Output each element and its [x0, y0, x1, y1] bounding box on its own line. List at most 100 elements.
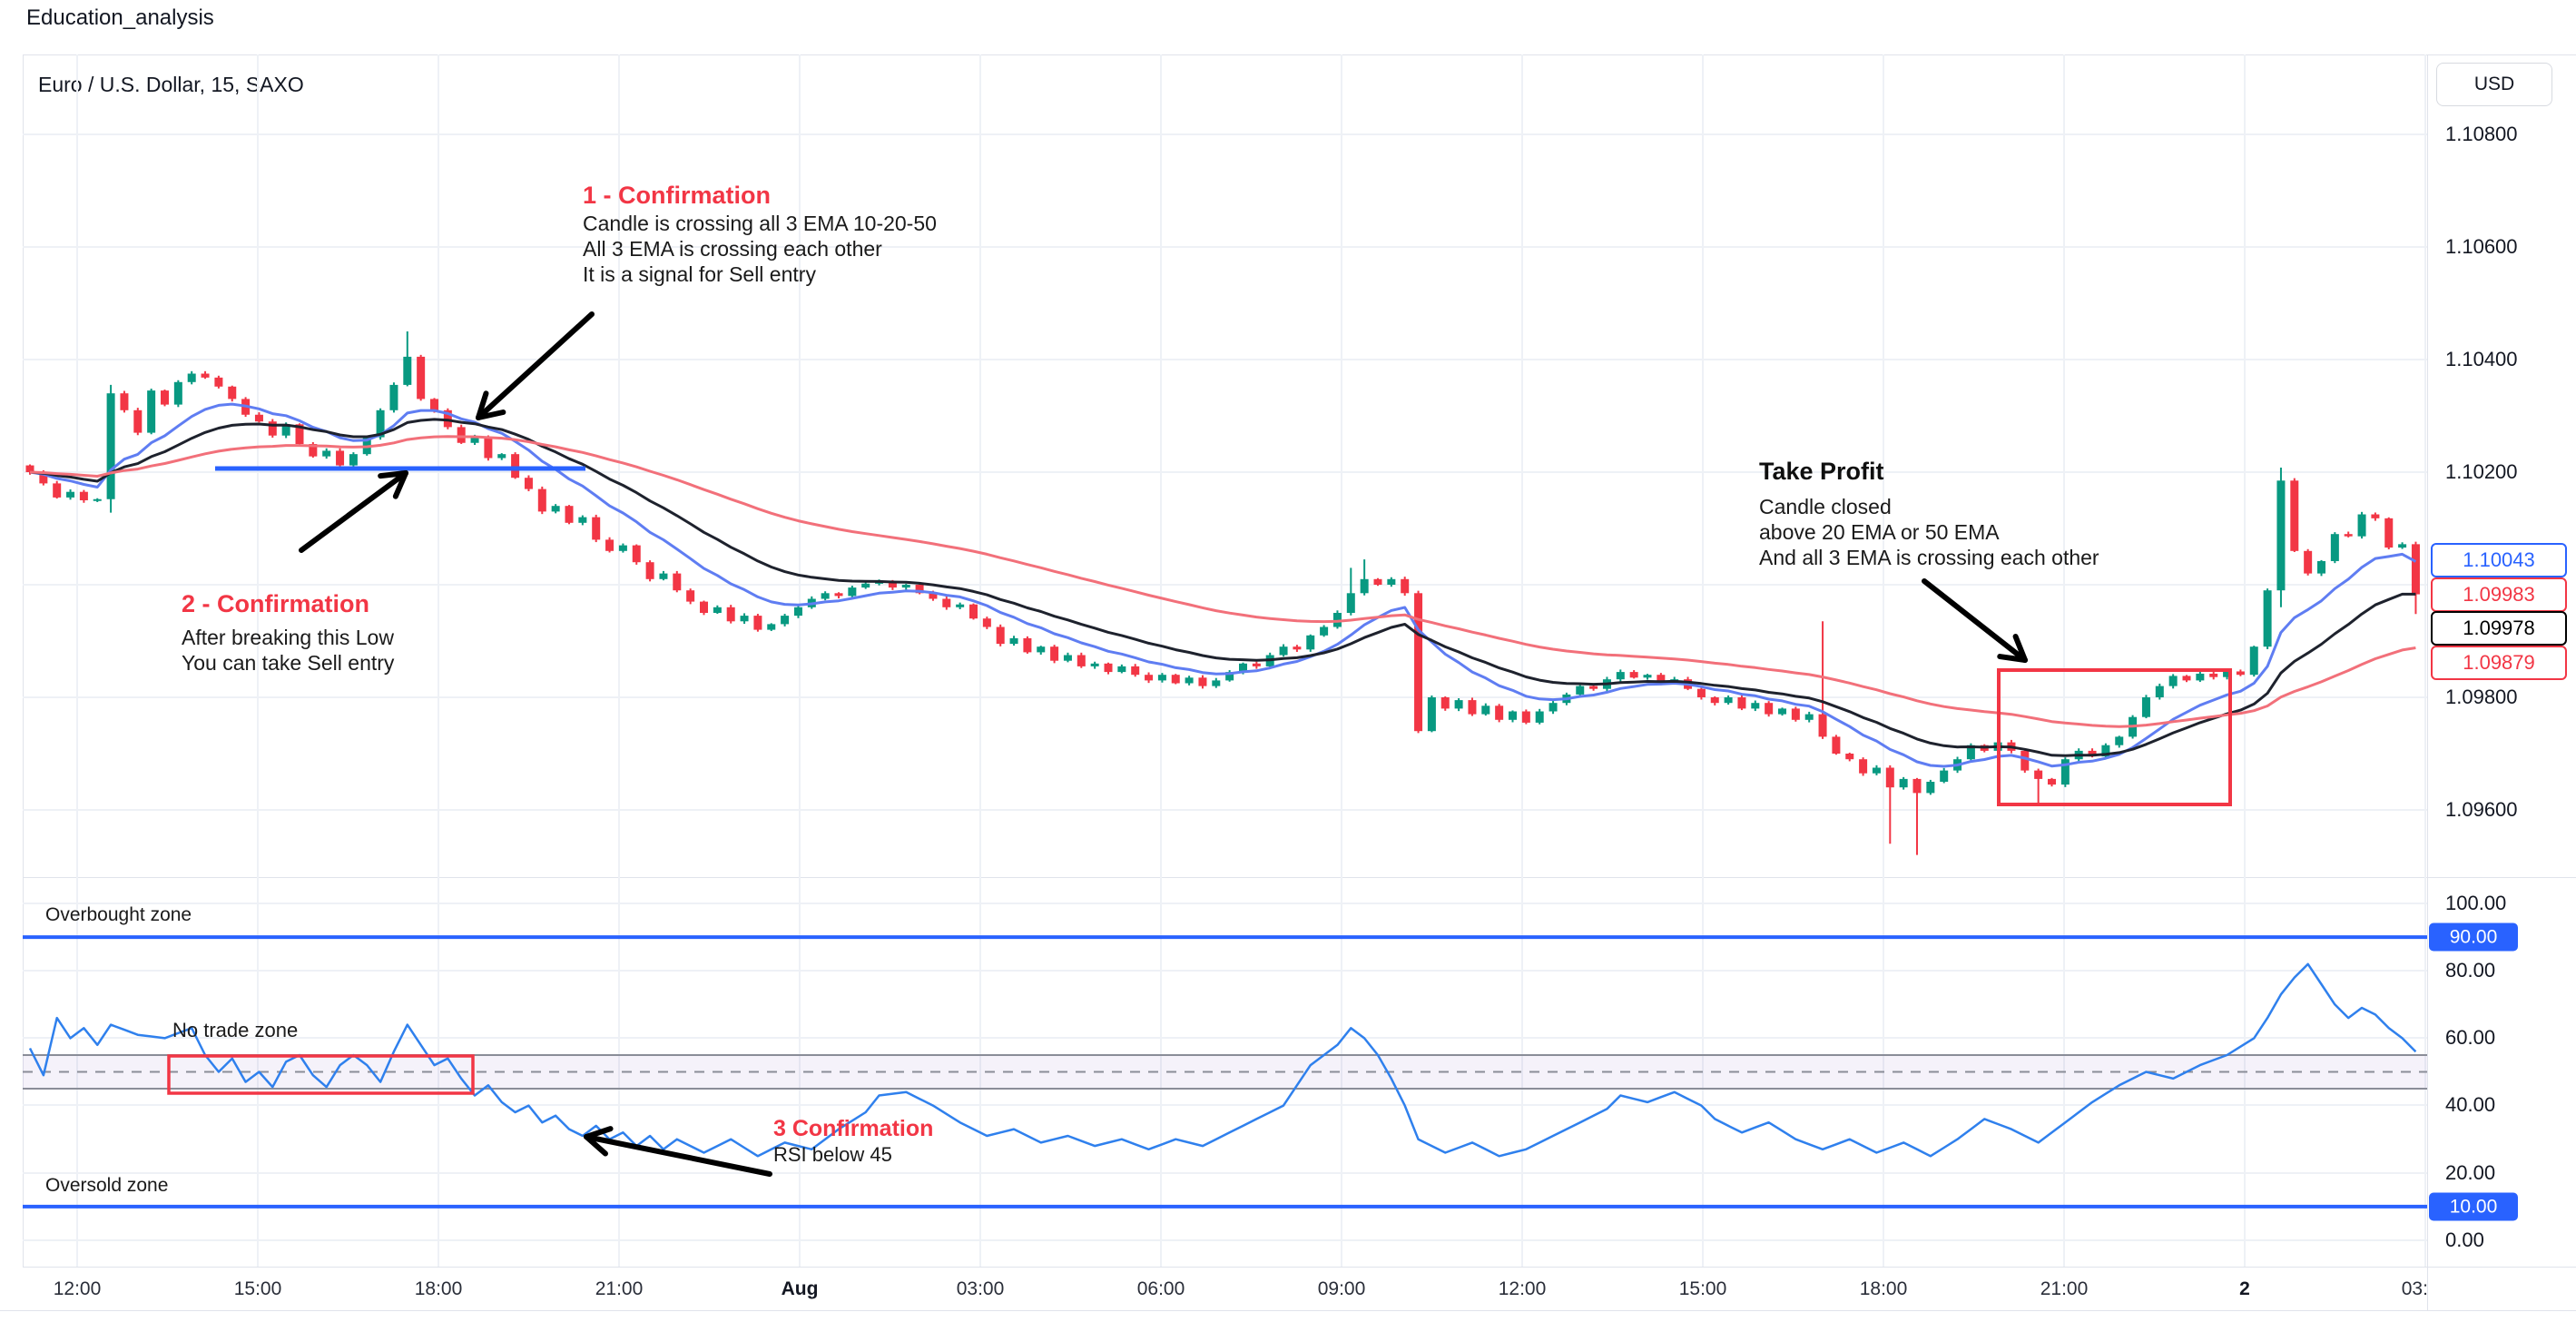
candle-body	[161, 390, 169, 405]
main-price-pane[interactable]	[23, 54, 2427, 877]
candle-body	[793, 607, 802, 617]
candle-body	[1104, 663, 1113, 673]
candle-body	[2209, 673, 2218, 677]
price-axis-separator[interactable]	[2427, 54, 2428, 1310]
candle-body	[2317, 560, 2325, 574]
time-axis[interactable]: 12:00 15:00 18:00 21:00 Aug 03:00 06:00 09:00 12…	[23, 1268, 2427, 1310]
candle-body	[1576, 686, 1585, 695]
candle-body	[2020, 750, 2030, 771]
candle-body	[753, 616, 762, 630]
candle-body	[1495, 705, 1504, 720]
candle-body	[659, 573, 668, 579]
candle-body	[578, 517, 587, 523]
symbol-label[interactable]: Euro / U.S. Dollar, 15, SAXO	[38, 73, 304, 96]
candle-body	[1629, 672, 1638, 678]
confirmation-1-title: 1 - Confirmation	[583, 182, 771, 209]
candle-body	[1872, 767, 1881, 774]
candle-body	[1926, 782, 1935, 794]
candle-body	[470, 437, 479, 443]
candle-body	[1899, 778, 1908, 788]
candle-body	[1157, 675, 1166, 681]
price-axis-label: 1.09800	[2445, 686, 2518, 708]
ema20-price-badge: 1.09978	[2431, 611, 2567, 646]
chart-left-border	[23, 54, 24, 1310]
pane-separator[interactable]	[23, 877, 2576, 878]
candle-body	[484, 437, 493, 459]
time-axis-label: 09:00	[1317, 1278, 1366, 1299]
candle-body	[1427, 697, 1436, 732]
candle-body	[740, 616, 749, 622]
candle-body	[1009, 637, 1018, 645]
currency-usd-button[interactable]: USD	[2436, 63, 2552, 106]
candle-body	[1293, 646, 1302, 650]
candle-body	[1509, 711, 1517, 720]
candle-body	[592, 517, 601, 540]
time-axis-label: 18:00	[414, 1278, 463, 1299]
candle-body	[79, 491, 88, 500]
time-axis-label: 2	[2239, 1278, 2250, 1299]
page-title: Education_analysis	[26, 5, 214, 30]
rsi-indicator-pane[interactable]	[23, 877, 2427, 1267]
rsi-grid	[23, 877, 2427, 1267]
candle-body	[443, 409, 452, 428]
candle-body	[1657, 675, 1666, 683]
candle-body	[1387, 578, 1396, 585]
candle-body	[1481, 705, 1490, 715]
candle-body	[1859, 759, 1868, 774]
candle-body	[2034, 770, 2043, 779]
candle-body	[686, 590, 695, 602]
candle-body	[1212, 680, 1221, 686]
rsi-axis-label: 80.00	[2445, 959, 2496, 982]
candle-body	[942, 598, 951, 607]
candle-body	[1589, 686, 1598, 689]
candle-body	[1966, 745, 1975, 760]
candle-body	[1696, 688, 1706, 697]
rsi-axis-label: 100.00	[2445, 892, 2507, 914]
candle-body	[1050, 646, 1059, 661]
candle-body	[551, 506, 560, 512]
candle-body	[1077, 655, 1086, 666]
candle-body	[1117, 666, 1126, 673]
candle-body	[417, 356, 426, 400]
candle-body	[1778, 708, 1786, 715]
candle-body	[2115, 736, 2124, 745]
candle-body	[605, 539, 615, 551]
confirmation-2-title: 2 - Confirmation	[182, 590, 369, 617]
candle-body	[565, 506, 574, 523]
candle-body	[929, 593, 938, 599]
candle-body	[2357, 514, 2366, 537]
candle-body	[53, 483, 62, 498]
time-axis-separator	[23, 1267, 2576, 1268]
candle-body	[120, 393, 129, 410]
last-price-badge: 1.09983	[2431, 577, 2567, 612]
candle-body	[1171, 675, 1180, 684]
candle-body	[2141, 697, 2150, 717]
candle-body	[2344, 534, 2353, 537]
candle-body	[2276, 480, 2286, 591]
candle-body	[2155, 686, 2164, 697]
candle-body	[349, 454, 358, 466]
candle-body	[1401, 578, 1410, 594]
price-axis-label: 1.10200	[2445, 460, 2518, 483]
candle-body	[1225, 672, 1234, 681]
confirmation-1-line: Candle is crossing all 3 EMA 10-20-50	[583, 212, 937, 235]
candle-body	[389, 384, 398, 410]
rsi-axis-label: 40.00	[2445, 1093, 2496, 1116]
rsi-axis-label: 20.00	[2445, 1161, 2496, 1184]
candle-body	[673, 573, 682, 591]
candle-body	[915, 585, 924, 594]
candle-body	[1804, 714, 1814, 720]
candle-body	[1751, 703, 1760, 709]
candle-body	[268, 421, 277, 436]
candle-body	[1037, 646, 1046, 653]
confirmation-1-line: It is a signal for Sell entry	[583, 262, 816, 286]
price-axis-label: 1.10800	[2445, 123, 2518, 145]
chart-top-border	[23, 54, 2576, 55]
candle-body	[1818, 714, 1827, 737]
rsi-level-badge: 90.00	[2429, 923, 2518, 952]
candle-body	[2263, 590, 2272, 647]
candle-body	[1832, 736, 1841, 754]
candle-body	[133, 409, 143, 433]
rsi-level-badge: 10.00	[2429, 1192, 2518, 1221]
